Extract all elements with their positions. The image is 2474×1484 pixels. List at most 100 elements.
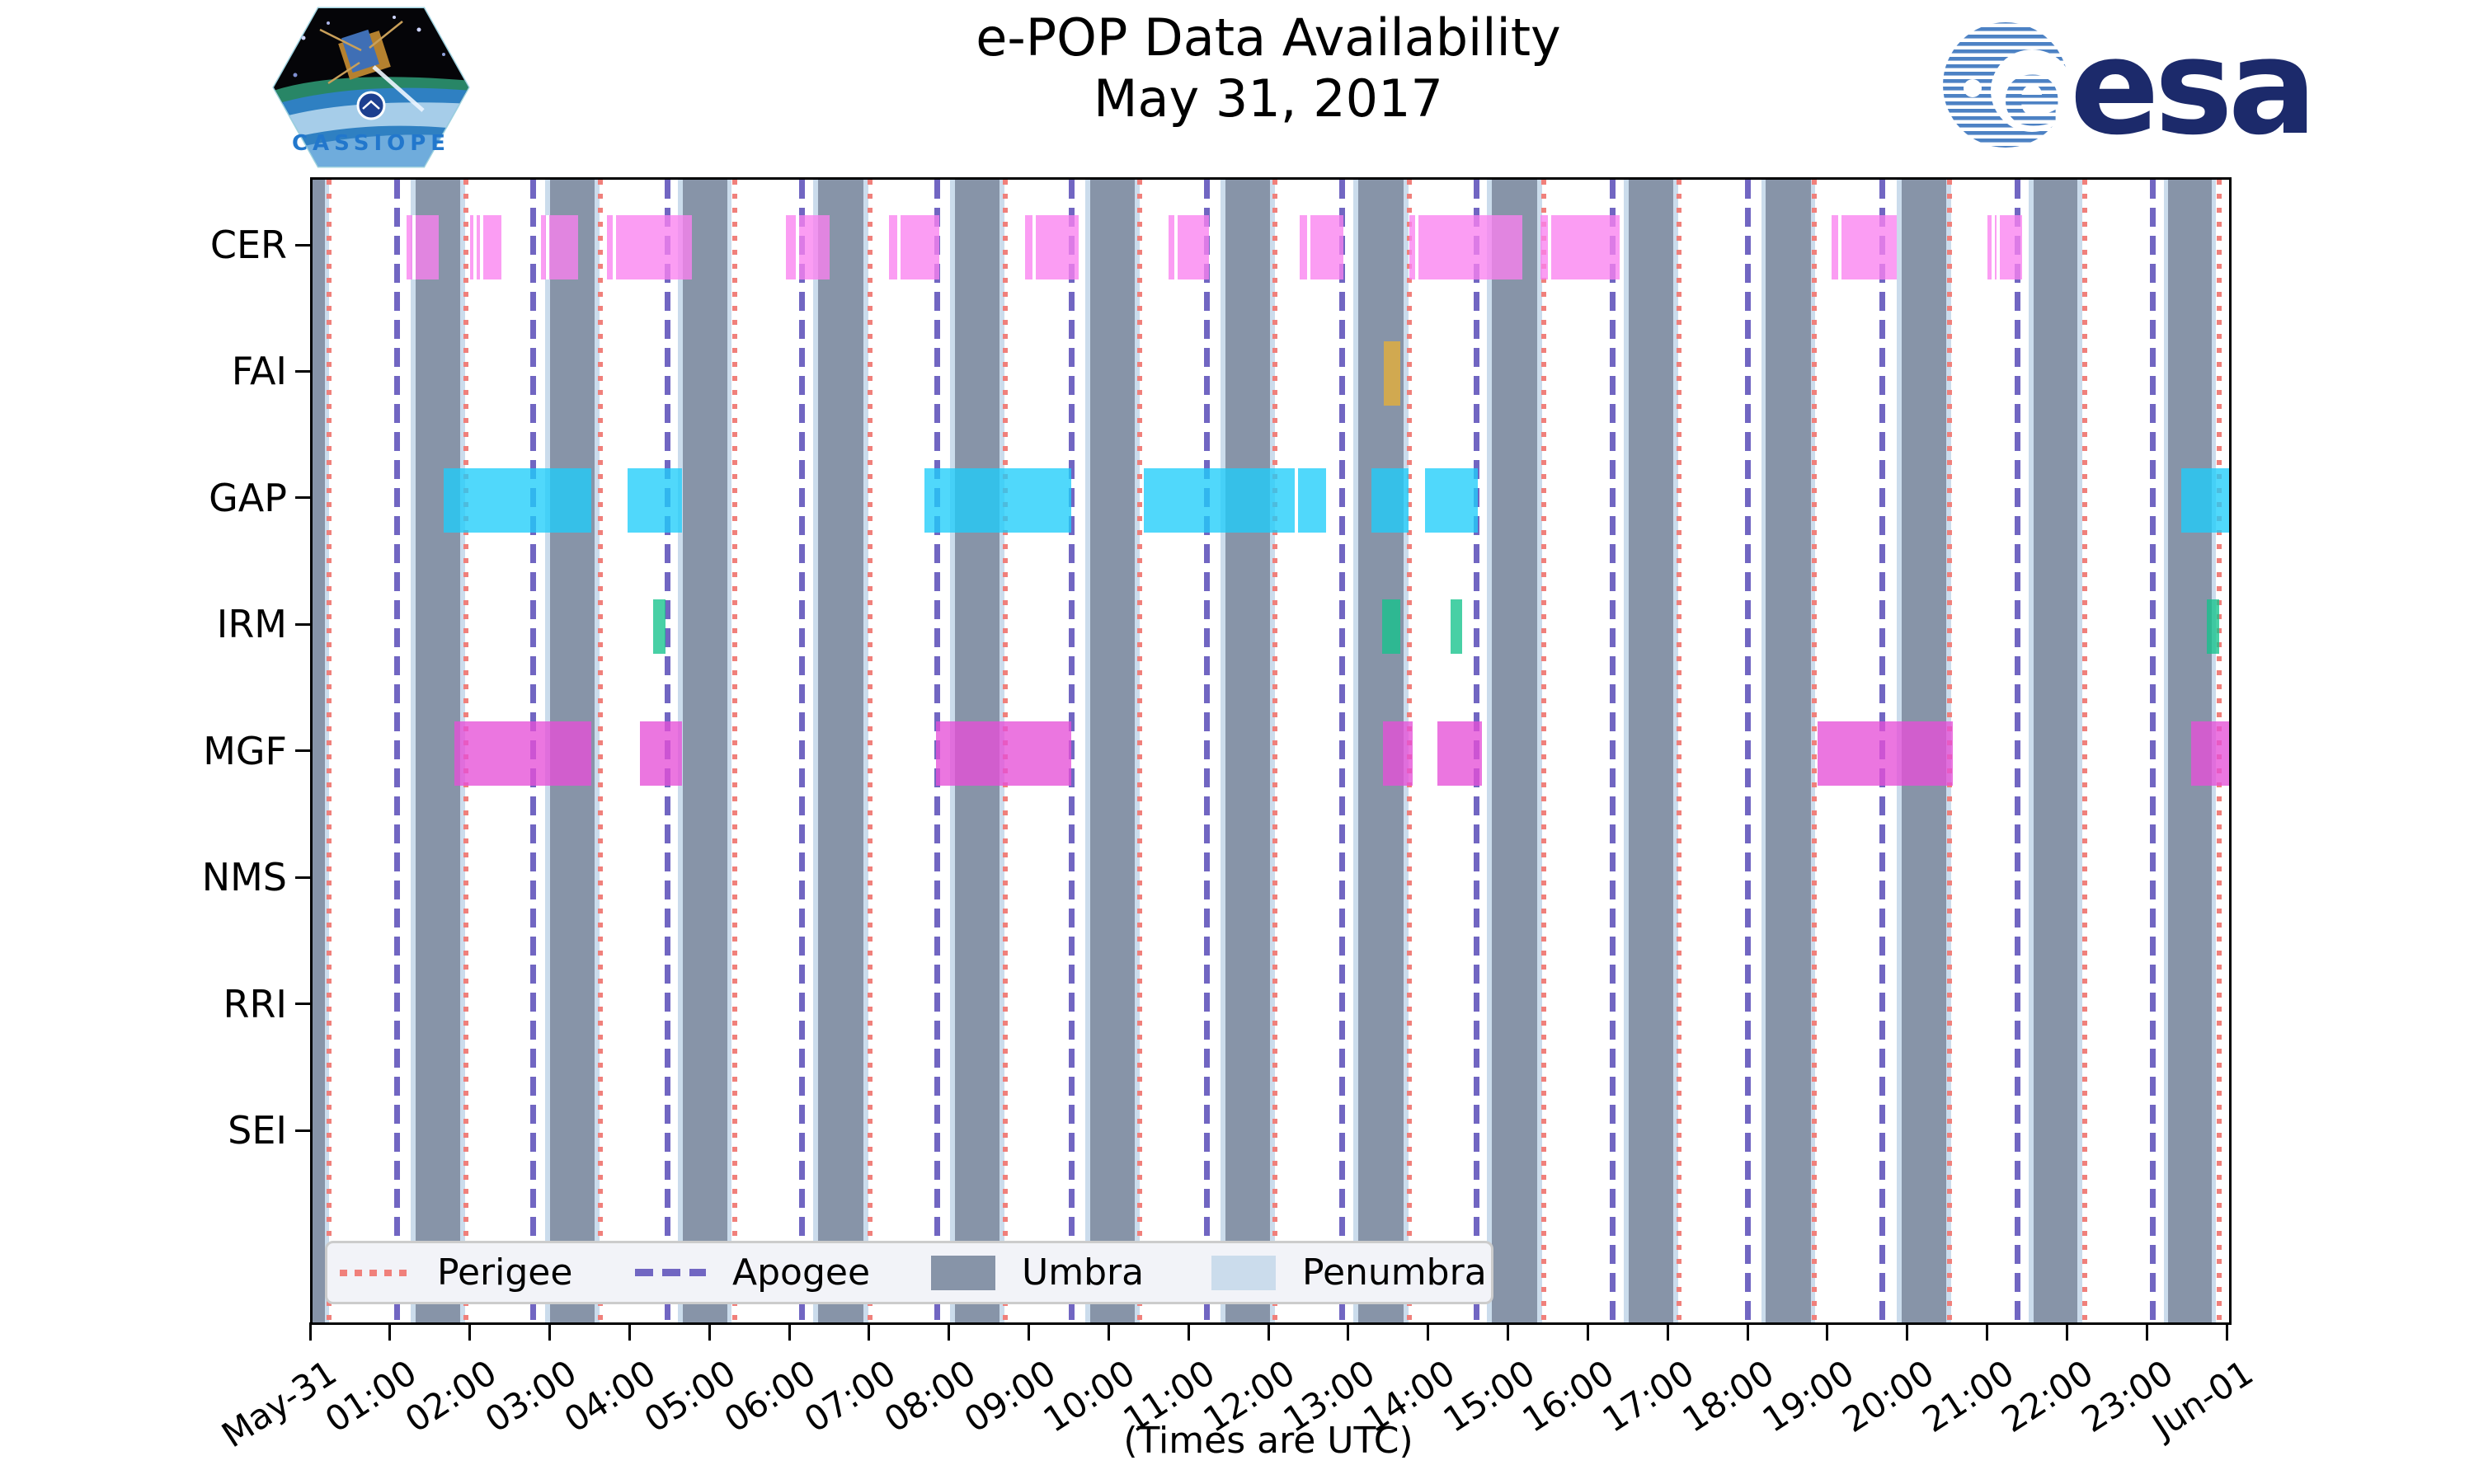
- y-tick-label-mgf: MGF: [203, 728, 287, 773]
- availability-bar-gap: [1992, 215, 1996, 280]
- x-tick-label: 20:00: [1835, 1352, 1941, 1441]
- umbra-band: [1628, 180, 1674, 1322]
- patch-cassiope-text: CASSIOPE: [292, 131, 450, 156]
- x-tick: [868, 1322, 871, 1341]
- x-tick-label: 15:00: [1435, 1352, 1542, 1441]
- apogee-line: [2149, 180, 2156, 1322]
- legend-label: Penumbra: [1302, 1252, 1487, 1294]
- x-tick: [2225, 1322, 2228, 1341]
- availability-bar-irm: [1381, 599, 1400, 655]
- penumbra-band: [1220, 180, 1225, 1322]
- penumbra-patch-sample: [1211, 1255, 1276, 1290]
- x-tick-label: 17:00: [1595, 1352, 1701, 1441]
- availability-bar-gap: [1997, 215, 2001, 280]
- umbra-band: [683, 180, 727, 1322]
- penumbra-band: [2077, 180, 2082, 1322]
- patch-csa-badge: [356, 91, 386, 120]
- y-tick-label-sei: SEI: [228, 1108, 287, 1153]
- plot-area: [310, 177, 2232, 1325]
- availability-bar-gap: [480, 215, 484, 280]
- x-tick: [628, 1322, 631, 1341]
- y-tick-label-gap: GAP: [209, 475, 287, 520]
- availability-bar-irm: [2206, 599, 2220, 655]
- apogee-line: [1069, 180, 1075, 1322]
- apogee-line: [1338, 180, 1345, 1322]
- x-tick: [1347, 1322, 1350, 1341]
- penumbra-band: [2163, 180, 2169, 1322]
- y-tick: [295, 369, 310, 373]
- cassiope-mission-patch: CASSIOPE: [270, 5, 472, 170]
- x-tick: [2145, 1322, 2148, 1341]
- availability-bar-mgf: [2190, 721, 2229, 786]
- availability-bar-gap: [473, 215, 477, 280]
- availability-bar-gap: [1415, 215, 1419, 280]
- x-axis-label: (Times are UTC): [1123, 1420, 1413, 1462]
- x-tick-label: 16:00: [1515, 1352, 1622, 1441]
- penumbra-band: [1487, 180, 1493, 1322]
- penumbra-band: [813, 180, 818, 1322]
- apogee-dashed-sample: [635, 1269, 706, 1276]
- apogee-line: [799, 180, 806, 1322]
- availability-bar-irm: [652, 599, 666, 655]
- x-tick-label: 07:00: [797, 1352, 903, 1441]
- y-tick: [295, 243, 310, 247]
- availability-bar-mgf: [454, 721, 591, 786]
- penumbra-band: [727, 180, 732, 1322]
- availability-bar-gap: [412, 215, 416, 280]
- availability-bar-mgf: [1818, 721, 1953, 786]
- availability-bar-gap: [1548, 215, 1551, 280]
- perigee-line: [732, 180, 738, 1322]
- availability-bar-gap: [795, 215, 799, 280]
- x-tick: [1267, 1322, 1270, 1341]
- x-tick-label: 02:00: [397, 1352, 504, 1441]
- penumbra-band: [2028, 180, 2034, 1322]
- penumbra-band: [863, 180, 868, 1322]
- availability-bar-gap: [1174, 215, 1178, 280]
- x-tick: [948, 1322, 951, 1341]
- x-tick-label: 08:00: [877, 1352, 983, 1441]
- availability-bar-cer: [786, 215, 830, 280]
- availability-bar-gap: [1032, 215, 1037, 280]
- umbra-band: [1766, 180, 1811, 1322]
- legend-item-apogee: Apogee: [635, 1243, 870, 1302]
- y-tick-label-nms: NMS: [201, 855, 287, 900]
- umbra-band: [313, 180, 325, 1322]
- y-tick: [295, 1003, 310, 1006]
- apogee-line: [2014, 180, 2020, 1322]
- x-tick: [2065, 1322, 2068, 1341]
- perigee-line: [1272, 180, 1277, 1322]
- chart-title-line1: e-POP Data Availability: [976, 7, 1561, 68]
- y-tick: [295, 622, 310, 626]
- plot-layers: [313, 180, 2229, 1322]
- x-tick-label: 22:00: [1994, 1352, 2101, 1441]
- perigee-line: [327, 180, 332, 1322]
- y-tick-label-cer: CER: [209, 223, 287, 268]
- x-tick: [1187, 1322, 1190, 1341]
- chart-title-line2: May 31, 2017: [1094, 68, 1443, 129]
- legend-item-penumbra: Penumbra: [1211, 1243, 1487, 1302]
- availability-bar-gap: [545, 215, 549, 280]
- apogee-line: [394, 180, 401, 1322]
- availability-bar-mgf: [1437, 721, 1482, 786]
- umbra-band: [1492, 180, 1538, 1322]
- legend-label: Apogee: [732, 1252, 871, 1294]
- availability-bar-gap: [924, 467, 1071, 533]
- availability-bar-irm: [1450, 599, 1463, 655]
- y-tick: [295, 496, 310, 500]
- x-tick: [388, 1322, 392, 1341]
- x-tick-label: 21:00: [1914, 1352, 2021, 1441]
- x-tick-label: 19:00: [1755, 1352, 1861, 1441]
- availability-bar-mgf: [640, 721, 683, 786]
- y-tick: [295, 1129, 310, 1132]
- availability-bar-mgf: [1382, 721, 1413, 786]
- y-tick: [295, 876, 310, 879]
- availability-bar-gap: [1371, 467, 1409, 533]
- x-tick-label: 01:00: [317, 1352, 424, 1441]
- x-tick: [1906, 1322, 1909, 1341]
- x-tick: [708, 1322, 711, 1341]
- x-tick: [468, 1322, 472, 1341]
- x-tick: [1746, 1322, 1749, 1341]
- perigee-line: [867, 180, 872, 1322]
- x-tick: [788, 1322, 791, 1341]
- penumbra-band: [1085, 180, 1091, 1322]
